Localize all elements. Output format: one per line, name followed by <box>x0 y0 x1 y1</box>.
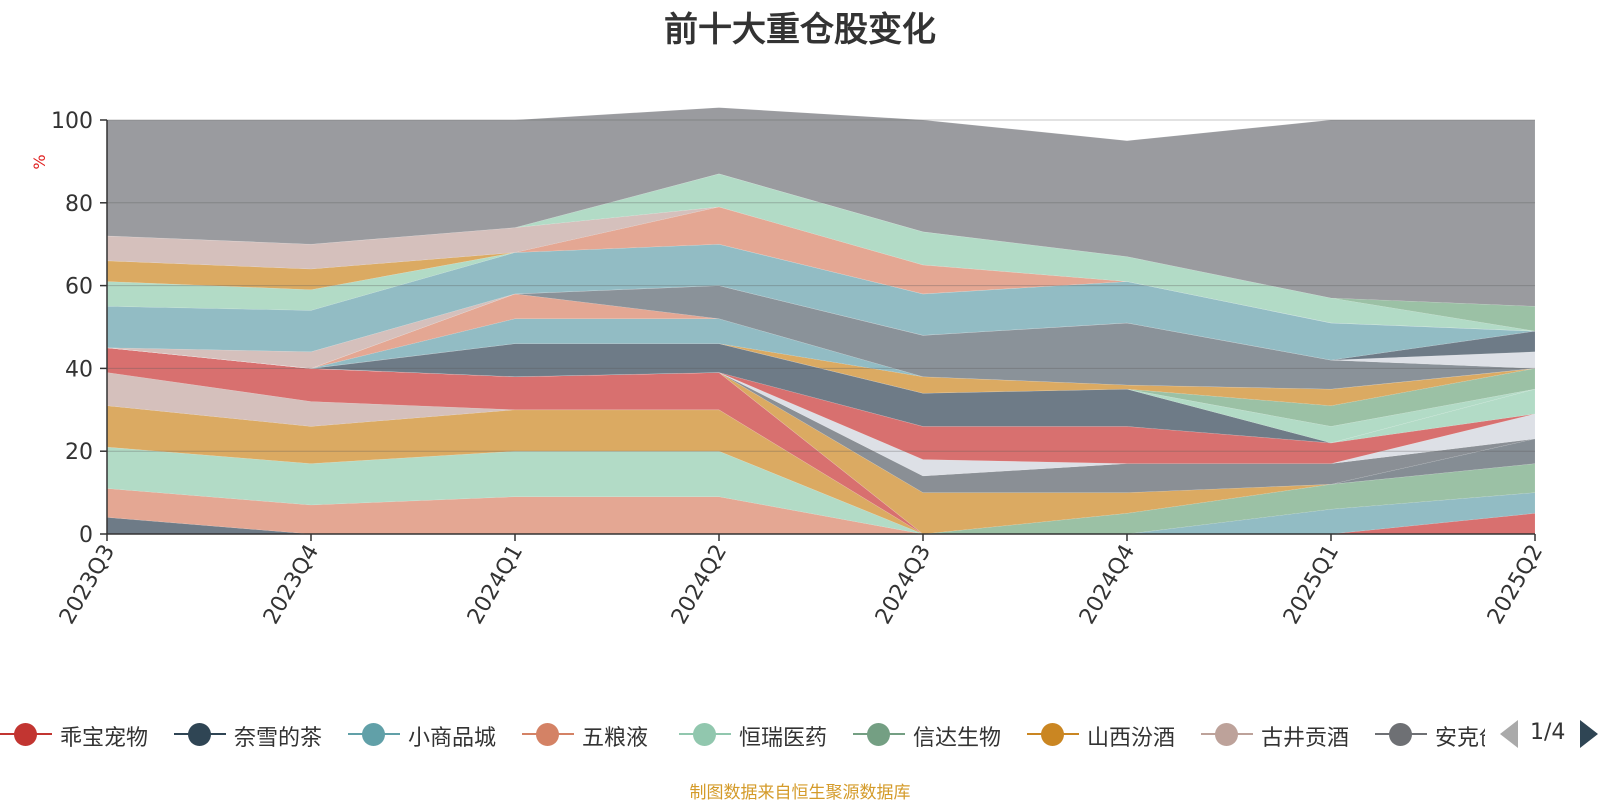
legend-prev-page-button[interactable] <box>1500 720 1518 748</box>
y-axis-unit: % <box>30 154 49 169</box>
x-tick-label: 2025Q2 <box>1483 541 1548 629</box>
legend-label: 奈雪的茶 <box>234 726 323 751</box>
legend-circle-icon <box>1041 723 1064 746</box>
legend-circle-icon <box>188 723 211 746</box>
y-tick-label: 100 <box>51 109 93 134</box>
x-tick-label: 2025Q1 <box>1279 541 1344 629</box>
legend-circle-icon <box>1215 723 1238 746</box>
x-tick-label: 2023Q3 <box>55 541 120 629</box>
x-tick-label: 2023Q4 <box>259 541 324 629</box>
x-tick-label: 2024Q1 <box>463 541 528 629</box>
legend-circle-icon <box>14 723 37 746</box>
legend-pager: 1/4 <box>1498 716 1600 752</box>
source-note: 制图数据来自恒生聚源数据库 <box>689 783 911 803</box>
area-series-25 <box>106 243 1536 361</box>
y-tick-label: 60 <box>65 275 93 300</box>
legend-label: 恒瑞医药 <box>739 726 828 751</box>
legend-label: 乖宝宠物 <box>60 726 149 751</box>
legend-circle-icon <box>693 723 716 746</box>
y-tick-label: 40 <box>65 357 93 382</box>
legend-next-page-button[interactable] <box>1580 720 1598 748</box>
y-tick-label: 0 <box>79 523 93 548</box>
legend-label: 五粮液 <box>582 726 649 751</box>
legend-circle-icon <box>867 723 890 746</box>
legend-label: 小商品城 <box>408 726 497 751</box>
area-series-32 <box>106 107 1536 307</box>
legend-label: 古井贡酒 <box>1261 726 1350 751</box>
legend-circle-icon <box>1389 723 1412 746</box>
legend-label: 山西汾酒 <box>1087 726 1176 751</box>
chart-title: 前十大重仓股变化 <box>664 10 936 50</box>
x-tick-label: 2024Q4 <box>1075 541 1140 629</box>
legend-circle-icon <box>362 723 385 746</box>
legend-label: 安克创新 <box>1435 726 1485 751</box>
y-tick-label: 80 <box>65 192 93 217</box>
legend-label: 信达生物 <box>913 726 1002 751</box>
y-tick-label: 20 <box>65 440 93 465</box>
legend: 乖宝宠物 奈雪的茶 小商品城 五粮液 恒瑞医药 信达生物 山西汾酒 古井贡酒 安克创新 <box>0 716 1485 752</box>
x-tick-label: 2024Q2 <box>667 541 732 629</box>
legend-page-indicator: 1/4 <box>1530 720 1566 745</box>
grid-layer <box>107 119 1535 452</box>
areas-layer <box>106 107 1536 535</box>
x-tick-label: 2024Q3 <box>871 541 936 629</box>
legend-circle-icon <box>536 723 559 746</box>
